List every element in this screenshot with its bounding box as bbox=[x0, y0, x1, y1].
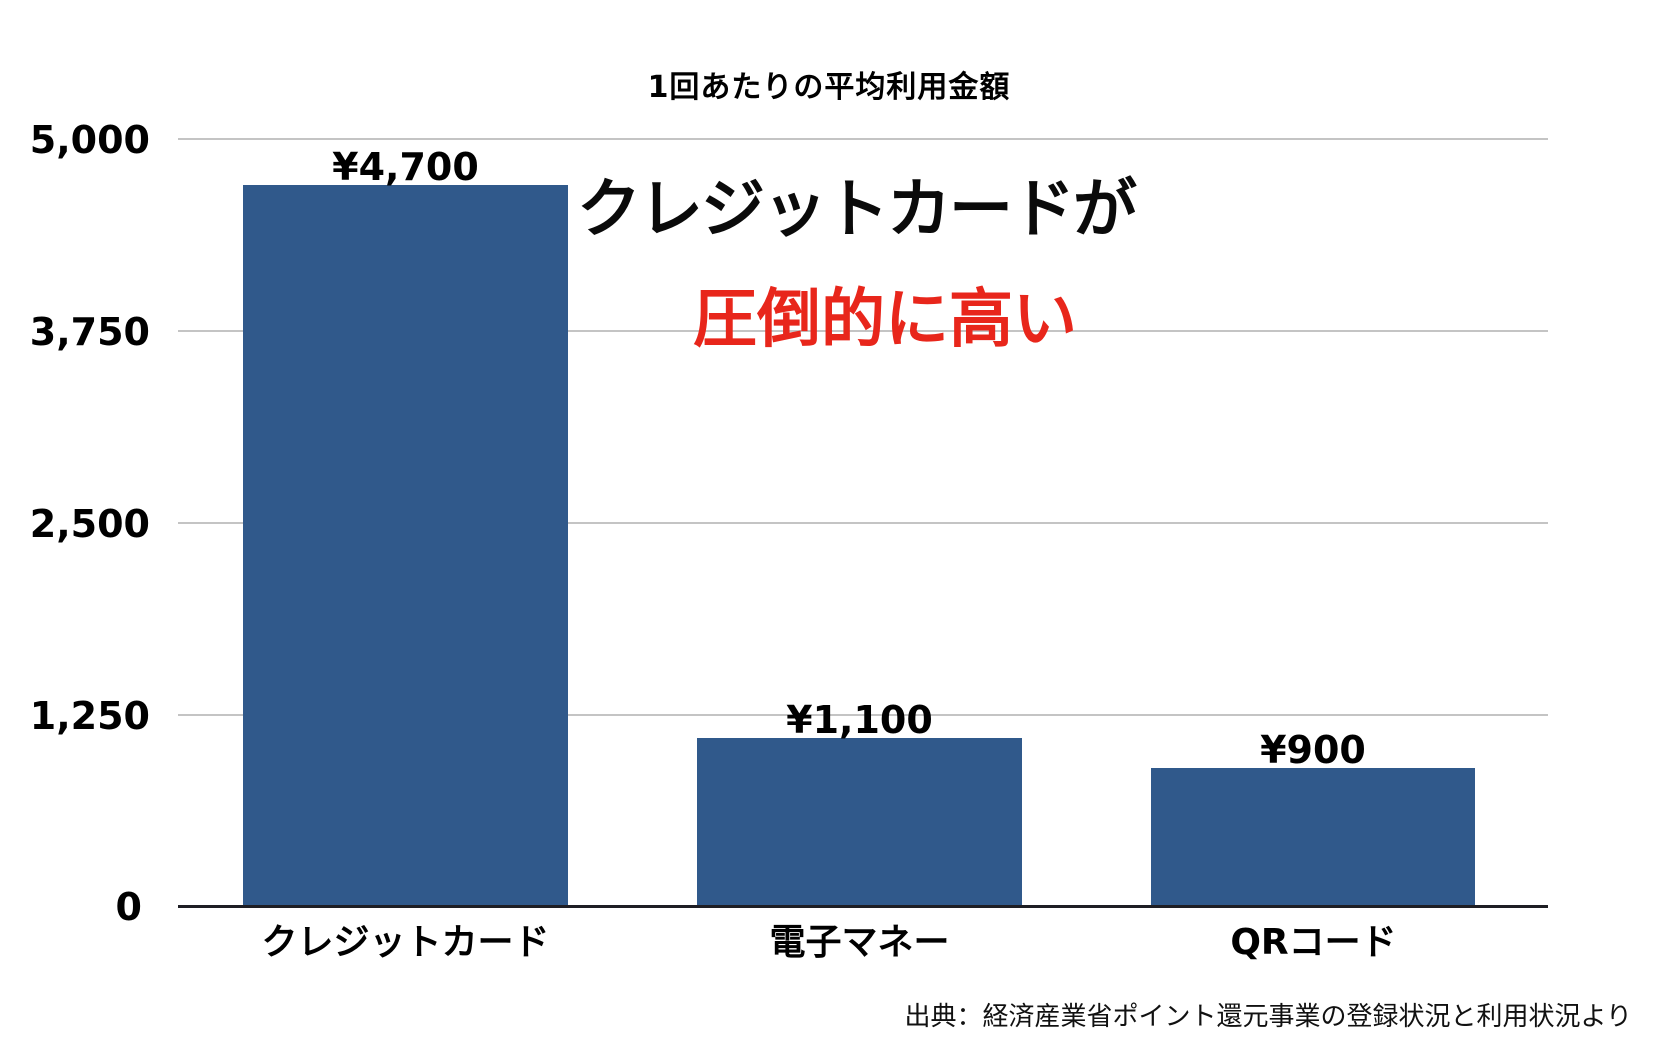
annotation-emphasis: 圧倒的に高い bbox=[693, 283, 1077, 357]
bar-value-label: ¥1,100 bbox=[786, 698, 933, 742]
y-tick-label: 3,750 bbox=[29, 310, 150, 354]
source-note: 出典：経済産業省ポイント還元事業の登録状況と利用状況より bbox=[904, 1002, 1632, 1032]
annotation-headline: クレジットカードが bbox=[577, 173, 1137, 247]
y-tick-label: 5,000 bbox=[29, 118, 150, 162]
bar-value-label: ¥900 bbox=[1260, 728, 1366, 772]
bar-value-label: ¥4,700 bbox=[332, 145, 479, 189]
x-category-label: クレジットカード bbox=[261, 922, 550, 963]
bar-qr-code bbox=[1151, 768, 1475, 906]
gridline bbox=[178, 714, 1548, 716]
x-category-label: 電子マネー bbox=[769, 922, 950, 963]
gridline bbox=[178, 522, 1548, 524]
bar-credit-card bbox=[243, 185, 568, 906]
x-axis-line bbox=[178, 905, 1548, 908]
chart-title: 1回あたりの平均利用金額 bbox=[647, 70, 1011, 105]
y-tick-label: 1,250 bbox=[29, 694, 150, 738]
y-tick-label: 2,500 bbox=[29, 502, 150, 546]
y-tick-label: 0 bbox=[115, 885, 142, 929]
bar-e-money bbox=[697, 738, 1022, 906]
gridline bbox=[178, 330, 1548, 332]
x-category-label: QRコード bbox=[1230, 922, 1397, 963]
gridline bbox=[178, 138, 1548, 140]
